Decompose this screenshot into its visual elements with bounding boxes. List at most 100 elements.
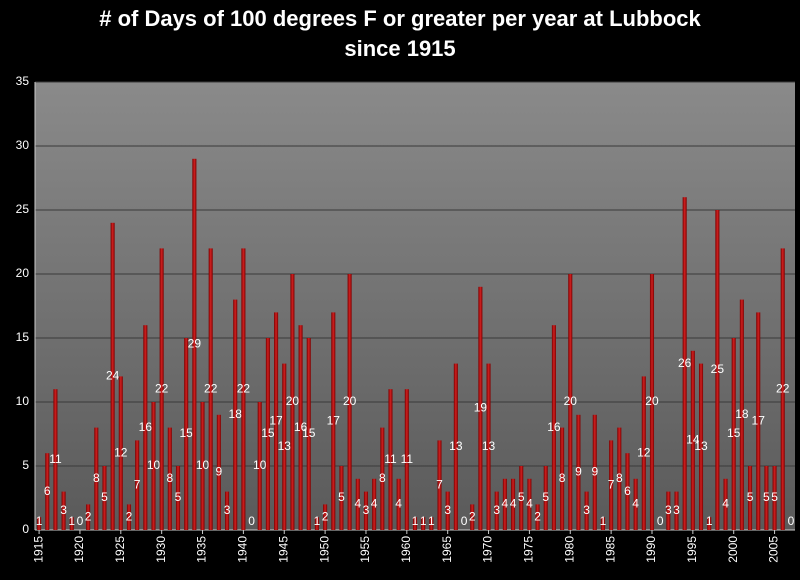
value-label: 8 <box>93 471 100 485</box>
bar <box>118 376 123 530</box>
bar <box>674 491 679 530</box>
bar <box>314 517 319 530</box>
value-label: 2 <box>469 509 476 523</box>
value-label: 7 <box>436 477 443 491</box>
value-label: 3 <box>363 503 370 517</box>
value-label: 4 <box>395 497 402 511</box>
bar <box>298 325 303 530</box>
value-label: 1 <box>68 514 75 528</box>
value-label: 9 <box>591 465 598 479</box>
bar <box>388 389 393 530</box>
bar <box>592 414 597 530</box>
y-tick-label: 5 <box>22 458 29 472</box>
bar <box>715 210 720 530</box>
bar <box>494 491 499 530</box>
bar <box>723 478 728 530</box>
bar <box>609 440 614 530</box>
value-label: 5 <box>763 490 770 504</box>
x-tick-label: 1960 <box>399 536 413 563</box>
bar <box>306 338 311 530</box>
value-label: 2 <box>322 509 329 523</box>
bar <box>404 389 409 530</box>
bar <box>600 517 605 530</box>
value-label: 18 <box>229 407 243 421</box>
bar <box>110 222 115 531</box>
x-tick-label: 1995 <box>685 536 699 563</box>
value-label: 29 <box>188 337 202 351</box>
bar <box>649 274 655 530</box>
x-tick-label: 1965 <box>440 536 454 563</box>
value-label: 24 <box>106 369 120 383</box>
bar <box>502 478 507 530</box>
value-label: 18 <box>735 407 749 421</box>
value-label: 7 <box>134 477 141 491</box>
x-tick-label: 1930 <box>154 536 168 563</box>
bar <box>94 427 99 530</box>
x-tick-label: 1920 <box>72 536 86 563</box>
bar <box>543 466 548 530</box>
value-label: 4 <box>371 497 378 511</box>
value-label: 13 <box>449 439 463 453</box>
bar <box>102 466 107 530</box>
bar <box>568 274 573 530</box>
value-label: 4 <box>354 497 361 511</box>
bar <box>45 453 50 530</box>
bar <box>216 414 221 530</box>
value-label: 1 <box>600 514 607 528</box>
value-label: 16 <box>547 420 561 434</box>
bar <box>429 517 434 530</box>
bar <box>355 478 360 530</box>
value-label: 12 <box>637 445 651 459</box>
bar <box>445 491 450 530</box>
bar <box>772 466 777 530</box>
bar <box>159 248 164 530</box>
bar <box>698 363 704 530</box>
value-label: 6 <box>44 484 51 498</box>
y-tick-label: 0 <box>22 522 29 536</box>
x-tick-label: 1940 <box>236 536 250 563</box>
value-label: 22 <box>204 381 218 395</box>
value-label: 17 <box>269 413 283 427</box>
bar <box>633 478 638 530</box>
y-tick-label: 20 <box>16 266 30 280</box>
x-tick-label: 1975 <box>522 536 536 563</box>
value-label: 9 <box>216 465 223 479</box>
bar <box>519 466 524 530</box>
value-label: 8 <box>616 471 623 485</box>
bar <box>372 478 377 530</box>
bar <box>421 517 426 530</box>
value-label: 5 <box>747 490 754 504</box>
value-label: 20 <box>286 394 300 408</box>
bar <box>666 491 671 530</box>
bar <box>380 427 385 530</box>
value-label: 4 <box>502 497 509 511</box>
x-tick-label: 1985 <box>603 536 617 563</box>
bar <box>584 491 589 530</box>
value-label: 19 <box>474 401 488 415</box>
x-tick-label: 1990 <box>644 536 658 563</box>
bar <box>257 402 262 530</box>
bar <box>478 286 483 530</box>
value-label: 3 <box>493 503 500 517</box>
value-label: 0 <box>657 514 664 528</box>
value-label: 15 <box>261 426 275 440</box>
bar <box>282 363 287 530</box>
bar <box>625 453 630 530</box>
bar <box>486 363 491 530</box>
value-label: 5 <box>771 490 778 504</box>
bar <box>53 389 58 530</box>
x-tick-label: 1925 <box>113 536 127 563</box>
value-label: 3 <box>665 503 672 517</box>
value-label: 5 <box>175 490 182 504</box>
bar <box>576 414 581 530</box>
bar <box>86 504 91 530</box>
bar <box>739 299 744 530</box>
value-label: 3 <box>60 503 67 517</box>
value-label: 15 <box>180 426 194 440</box>
x-tick-label: 1970 <box>481 536 495 563</box>
value-label: 20 <box>564 394 578 408</box>
bar <box>748 466 753 530</box>
value-label: 12 <box>114 445 128 459</box>
bar <box>527 478 532 530</box>
value-label: 2 <box>85 509 92 523</box>
